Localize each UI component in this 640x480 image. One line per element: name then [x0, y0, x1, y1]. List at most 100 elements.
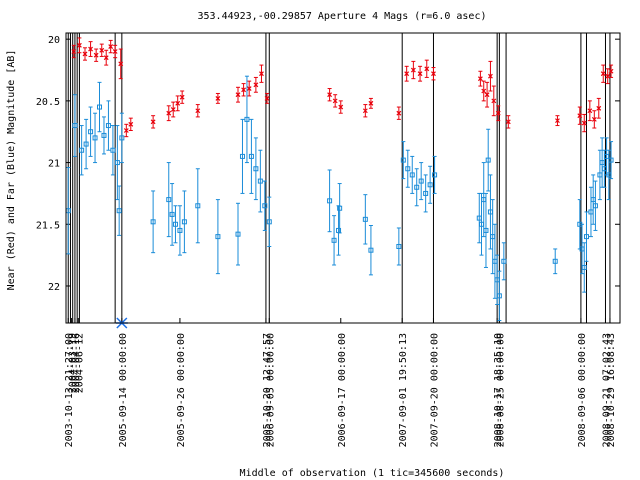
near-point [605, 73, 611, 79]
near-point [410, 67, 416, 73]
near-point [608, 68, 614, 74]
far-point [172, 221, 178, 227]
plot-area: 20 20.5 21 21.5 22 2003-10-13 21:27:002004-03… [36, 33, 620, 447]
far-point [177, 227, 183, 233]
far-point [592, 203, 598, 209]
far-point [181, 219, 187, 225]
far-point [581, 264, 587, 270]
near-point [424, 66, 430, 72]
far-point [105, 123, 111, 129]
x-tick-label: 2004-03-19 [68, 333, 79, 393]
near-point [591, 116, 597, 122]
x-tick-label: 2008-09-21 07:02:43 [601, 333, 612, 447]
far-point [496, 293, 502, 299]
far-point [119, 135, 125, 141]
x-tick-label: 2006-09-17 00:00:00 [337, 333, 348, 447]
far-point [72, 123, 78, 129]
near-point [368, 100, 374, 106]
near-point [166, 110, 172, 116]
y-tick-label: 20 [48, 35, 60, 46]
far-point [368, 247, 374, 253]
y-tick-label: 22 [48, 282, 60, 293]
far-point [166, 197, 172, 203]
chart-title: 353.44923,-00.29857 Aperture 4 Mags (r=6… [198, 11, 487, 22]
x-axis-label: Middle of observation (1 tic=345600 seco… [240, 468, 505, 479]
x-tick-label: 2005-09-26 00:00:00 [176, 333, 187, 447]
near-point [99, 47, 105, 53]
far-point [266, 219, 272, 225]
far-point [169, 211, 175, 217]
near-point [128, 121, 134, 127]
near-point [253, 82, 259, 88]
far-point [483, 227, 489, 233]
far-point [396, 243, 402, 249]
near-point [484, 92, 490, 98]
x-tick-label: 2008-10-17 18:35:10 [493, 333, 504, 447]
x-tick-label: 2005-10-20 12:47:57 [262, 333, 273, 447]
near-point [264, 95, 270, 101]
far-point [608, 157, 614, 163]
far-point [92, 135, 98, 141]
far-point [110, 147, 116, 153]
near-point [417, 71, 423, 77]
near-point [581, 120, 587, 126]
near-point [170, 107, 176, 112]
far-point [239, 153, 245, 159]
near-point [488, 73, 493, 79]
far-point [248, 153, 254, 159]
near-point [195, 108, 201, 114]
near-point [103, 55, 109, 61]
far-point [195, 203, 201, 209]
near-point [150, 119, 156, 125]
near-point [118, 61, 124, 67]
far-point [114, 160, 120, 166]
y-axis-label: Near (Red) and Far (Blue) Magnitude [AB] [6, 50, 17, 291]
near-point [93, 52, 99, 58]
y-tick-label: 20.5 [36, 97, 60, 108]
far-point [79, 147, 85, 153]
near-point [396, 110, 402, 116]
far-point [423, 190, 429, 196]
far-point [116, 208, 122, 214]
near-point [179, 94, 185, 100]
x-tick-label: 2003-10-13 21:27:00 [64, 333, 75, 447]
near-point [505, 119, 511, 125]
far-point [418, 178, 424, 184]
x-tick-label: 2008-08-25 00:00:00 [495, 333, 506, 447]
x-tick-label: 2007-09-01 19:50:13 [398, 333, 409, 447]
x-tick-label: 2005-09-14 00:00:00 [118, 333, 129, 447]
x-tick-label: 2004-06-12 [74, 333, 85, 393]
x-tick-label: 2006-09-05 00:00:00 [265, 333, 276, 447]
far-point [215, 234, 221, 240]
near-point [577, 113, 583, 119]
far-point [427, 182, 433, 188]
near-point [71, 49, 77, 54]
far-point [405, 166, 411, 172]
far-point [552, 258, 558, 264]
far-point [83, 141, 89, 147]
x-tick-label: 2008-10-29 16:08:43 [606, 333, 617, 447]
near-point [235, 92, 241, 98]
near-point [327, 92, 333, 98]
x-tick-label: 2004-04-16 [71, 333, 82, 393]
far-point [244, 116, 250, 122]
far-point [583, 234, 589, 240]
far-point [97, 104, 103, 110]
near-point [338, 104, 344, 110]
near-point [259, 71, 264, 77]
near-point [76, 42, 82, 48]
far-point [262, 203, 268, 209]
far-point [150, 219, 156, 225]
near-point [362, 108, 368, 114]
far-point [362, 216, 368, 222]
near-point [477, 76, 483, 82]
near-point [481, 88, 487, 94]
near-point [175, 100, 181, 106]
near-point [332, 98, 338, 104]
x-tick-label: 2008-09-06 00:00:00 [577, 333, 588, 447]
far-point [235, 231, 241, 237]
near-point [495, 110, 501, 116]
far-point [337, 205, 343, 211]
far-point [501, 258, 507, 264]
